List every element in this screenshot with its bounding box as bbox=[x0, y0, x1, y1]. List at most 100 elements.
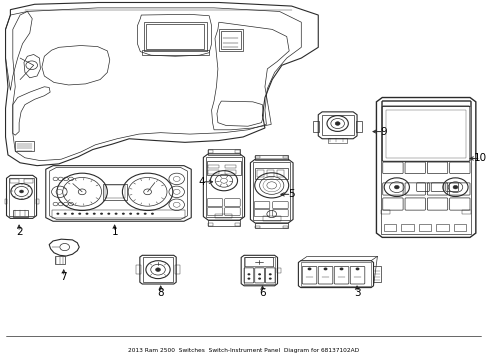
Circle shape bbox=[63, 213, 66, 215]
Text: 7: 7 bbox=[61, 272, 67, 282]
Bar bbox=[276, 268, 281, 273]
Bar bbox=[208, 220, 239, 226]
Bar bbox=[381, 101, 470, 234]
Circle shape bbox=[100, 213, 103, 215]
Circle shape bbox=[71, 213, 74, 215]
Bar bbox=[276, 170, 283, 177]
Circle shape bbox=[307, 267, 311, 270]
Bar bbox=[9, 178, 34, 216]
Text: 1: 1 bbox=[111, 227, 118, 237]
Text: 3: 3 bbox=[353, 288, 360, 298]
Circle shape bbox=[258, 278, 261, 280]
Bar bbox=[143, 22, 206, 51]
Bar bbox=[4, 199, 7, 204]
Circle shape bbox=[114, 213, 117, 215]
Bar bbox=[215, 214, 232, 218]
Bar bbox=[255, 226, 260, 228]
Bar bbox=[208, 149, 239, 154]
Bar bbox=[382, 100, 469, 107]
Bar bbox=[255, 154, 287, 160]
Bar bbox=[418, 225, 430, 231]
Bar bbox=[355, 121, 361, 132]
Circle shape bbox=[85, 213, 88, 215]
Bar bbox=[36, 199, 39, 204]
Text: 2: 2 bbox=[16, 227, 22, 237]
Text: 5: 5 bbox=[288, 189, 294, 199]
Bar bbox=[142, 50, 209, 55]
Circle shape bbox=[268, 278, 271, 280]
Bar bbox=[283, 156, 287, 158]
Circle shape bbox=[268, 273, 271, 275]
Bar bbox=[372, 266, 381, 282]
Circle shape bbox=[394, 185, 398, 189]
Bar bbox=[15, 141, 34, 151]
Bar bbox=[52, 210, 185, 218]
Bar bbox=[234, 223, 239, 226]
Bar bbox=[24, 179, 33, 183]
Bar bbox=[283, 226, 287, 228]
Bar bbox=[255, 223, 287, 228]
Circle shape bbox=[20, 190, 23, 193]
Text: 6: 6 bbox=[259, 288, 265, 298]
Circle shape bbox=[247, 278, 250, 280]
Circle shape bbox=[56, 213, 59, 215]
Bar bbox=[208, 165, 219, 168]
Circle shape bbox=[122, 213, 124, 215]
Bar bbox=[175, 265, 180, 274]
Bar bbox=[381, 210, 389, 214]
Circle shape bbox=[143, 213, 146, 215]
Circle shape bbox=[247, 273, 250, 275]
Bar bbox=[461, 210, 470, 214]
Bar bbox=[255, 156, 260, 158]
Bar bbox=[208, 170, 219, 174]
Bar bbox=[321, 115, 353, 135]
Bar bbox=[219, 30, 243, 51]
Circle shape bbox=[136, 213, 139, 215]
Bar bbox=[10, 179, 19, 183]
Bar bbox=[224, 170, 235, 174]
Bar bbox=[243, 257, 275, 284]
Bar bbox=[146, 24, 204, 49]
Bar bbox=[255, 168, 287, 179]
Circle shape bbox=[355, 267, 359, 270]
Bar bbox=[313, 121, 319, 132]
Circle shape bbox=[78, 213, 81, 215]
Bar bbox=[142, 257, 173, 282]
Bar bbox=[207, 161, 240, 175]
Circle shape bbox=[107, 213, 110, 215]
Bar bbox=[452, 225, 465, 231]
Text: 10: 10 bbox=[473, 153, 486, 163]
Bar bbox=[435, 225, 448, 231]
Circle shape bbox=[129, 213, 132, 215]
Bar bbox=[257, 170, 264, 177]
Bar bbox=[103, 184, 127, 200]
Circle shape bbox=[335, 122, 339, 125]
Text: 2013 Ram 2500  Switches  Switch-Instrument Panel  Diagram for 68137102AD: 2013 Ram 2500 Switches Switch-Instrument… bbox=[127, 348, 358, 353]
Bar bbox=[386, 110, 465, 158]
Bar bbox=[400, 225, 413, 231]
Bar bbox=[221, 31, 240, 49]
Bar bbox=[383, 225, 395, 231]
Bar bbox=[327, 138, 346, 143]
Circle shape bbox=[258, 273, 261, 275]
Bar bbox=[105, 185, 124, 198]
Circle shape bbox=[452, 185, 457, 189]
Bar bbox=[266, 170, 274, 177]
Bar bbox=[136, 265, 141, 274]
Circle shape bbox=[323, 267, 327, 270]
Circle shape bbox=[155, 268, 160, 271]
Bar bbox=[262, 216, 281, 221]
Bar bbox=[208, 223, 213, 226]
Text: 4: 4 bbox=[198, 177, 205, 187]
Bar bbox=[206, 157, 241, 217]
Circle shape bbox=[93, 213, 96, 215]
Circle shape bbox=[151, 213, 154, 215]
Bar bbox=[300, 262, 370, 286]
Bar bbox=[13, 210, 28, 217]
Bar bbox=[234, 150, 239, 153]
Circle shape bbox=[339, 267, 343, 270]
Bar bbox=[253, 162, 289, 220]
Bar bbox=[208, 150, 213, 153]
Text: 8: 8 bbox=[157, 288, 163, 298]
Text: 9: 9 bbox=[380, 127, 386, 136]
